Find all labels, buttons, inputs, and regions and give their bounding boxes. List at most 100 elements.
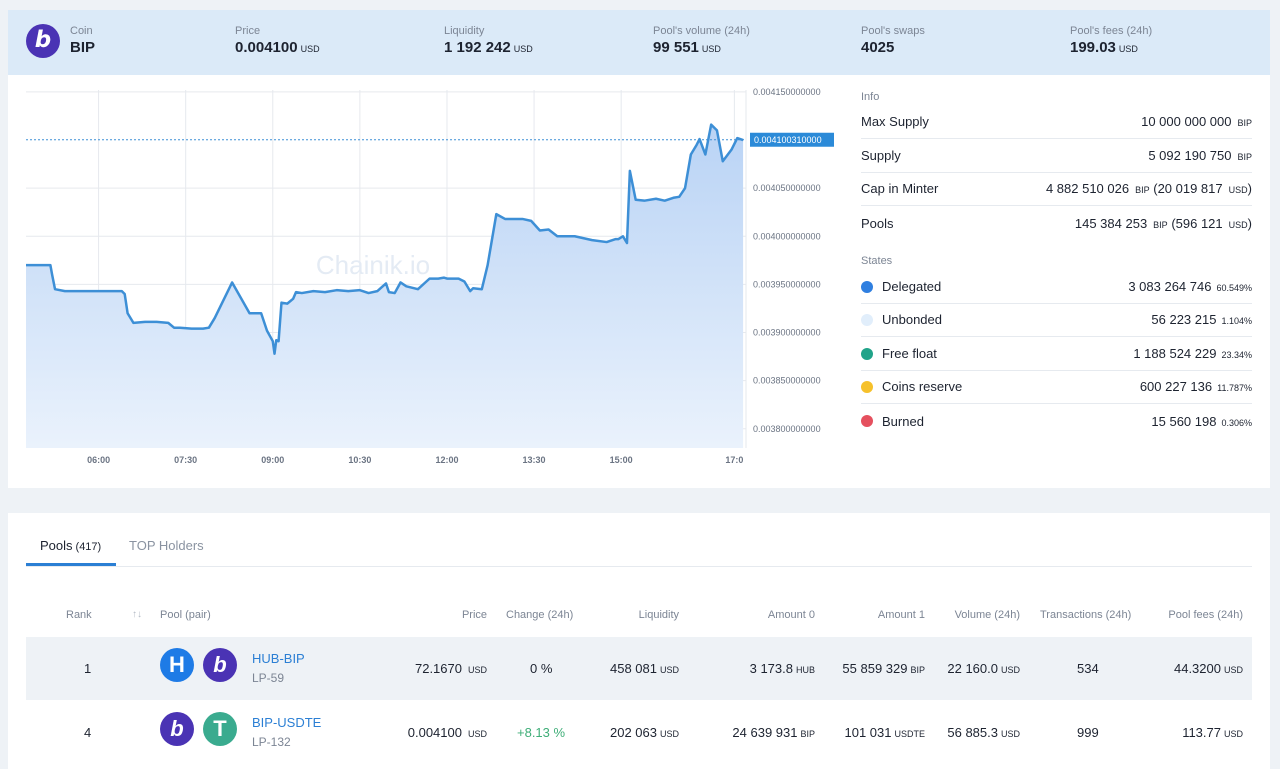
- row-price: 0.004100 USD: [407, 725, 487, 740]
- pool-pair-link[interactable]: HUB-BIP: [252, 651, 305, 666]
- row-rank: 1: [84, 661, 92, 676]
- bip-token-icon: b: [160, 712, 194, 746]
- usdte-token-icon: T: [203, 712, 237, 746]
- fees-value: 199.03 USD: [1070, 39, 1138, 56]
- bip-token-icon: b: [203, 648, 237, 682]
- price-chart-svg[interactable]: Chainik.io 0.004150000000 0.004050000000 0.…: [8, 75, 848, 475]
- swaps-stat: Pool's swaps 4025: [861, 25, 925, 56]
- hub-token-icon: H: [160, 648, 194, 682]
- row-pool-fees: 113.77 USD: [1182, 725, 1243, 740]
- x-tick-label: 17:0: [725, 455, 743, 465]
- info-row-pools: Pools 145 384 253 BIP (596 121 USD): [861, 206, 1252, 240]
- row-amount0: 24 639 931 BIP: [732, 725, 815, 740]
- col-header-volume[interactable]: Volume (24h): [954, 609, 1020, 621]
- info-row-value: 5 092 190 750 BIP: [1148, 148, 1252, 163]
- info-title: Info: [861, 91, 880, 103]
- col-header-change[interactable]: Change (24h): [506, 609, 574, 621]
- swaps-label: Pool's swaps: [861, 25, 925, 37]
- x-tick-label: 06:00: [87, 455, 110, 465]
- delegated-color-dot: [861, 280, 873, 293]
- col-header-pool[interactable]: Pool (pair): [160, 609, 211, 621]
- pool-pair-link[interactable]: BIP-USDTE: [252, 715, 322, 730]
- col-header-pool-fees[interactable]: Pool fees (24h): [1168, 609, 1243, 621]
- state-value: 56 223 215 1.104%: [1151, 312, 1252, 327]
- info-row-supply: Supply 5 092 190 750 BIP: [861, 139, 1252, 173]
- x-tick-label: 09:00: [261, 455, 284, 465]
- tab-top-holders[interactable]: TOP Holders: [129, 538, 204, 553]
- info-row-value: 4 882 510 026 BIP (20 019 817 USD): [1045, 181, 1252, 196]
- row-price: 72.1670 USD: [414, 661, 487, 676]
- table-row[interactable]: 4 b T BIP-USDTE LP-132 0.004100 USD +8.13…: [26, 701, 1252, 764]
- coin-summary-bar: b Coin BIP Price 0.004100 USD Liquidity 1…: [8, 10, 1270, 75]
- state-row-unbonded: Unbonded 56 223 215 1.104%: [861, 303, 1252, 337]
- col-header-amount1[interactable]: Amount 1: [877, 609, 925, 621]
- sort-arrows-icon[interactable]: ↑↓: [132, 609, 142, 620]
- info-row-cap-in-minter: Cap in Minter 4 882 510 026 BIP (20 019 8…: [861, 172, 1252, 206]
- state-value: 1 188 524 229 23.34%: [1133, 346, 1252, 361]
- row-liquidity: 458 081 USD: [609, 661, 679, 676]
- info-row-label: Pools: [861, 215, 894, 231]
- col-header-transactions[interactable]: Transactions (24h): [1040, 609, 1132, 621]
- price-stat: Price 0.004100 USD: [235, 25, 320, 56]
- state-label: Free float: [882, 346, 937, 361]
- pool-lp-id: LP-59: [252, 671, 285, 685]
- row-change: +8.13 %: [517, 725, 566, 740]
- x-tick-label: 13:30: [523, 455, 546, 465]
- row-amount1: 101 031 USDTE: [844, 725, 925, 740]
- state-label: Delegated: [882, 279, 942, 294]
- x-tick-label: 12:00: [435, 455, 458, 465]
- info-row-value: 10 000 000 000 BIP: [1141, 114, 1252, 129]
- volume-stat: Pool's volume (24h) 99 551 USD: [653, 25, 750, 56]
- y-tick-label: 0.003900000000: [753, 328, 821, 338]
- price-series-line: [26, 123, 744, 355]
- fees-stat: Pool's fees (24h) 199.03 USD: [1070, 25, 1152, 56]
- state-value: 3 083 264 746 60.549%: [1128, 279, 1252, 294]
- y-tick-label: 0.004050000000: [753, 183, 821, 193]
- state-value: 15 560 198 0.306%: [1151, 413, 1252, 429]
- state-row-burned: Burned 15 560 198 0.306%: [861, 404, 1252, 438]
- swaps-value: 4025: [861, 39, 895, 56]
- x-tick-label: 10:30: [348, 455, 371, 465]
- free-float-color-dot: [861, 347, 873, 360]
- y-tick-label: 0.003950000000: [753, 279, 821, 289]
- state-label: Unbonded: [882, 312, 942, 327]
- chart-watermark: Chainik.io: [316, 250, 430, 280]
- liquidity-stat: Liquidity 1 192 242 USD: [444, 25, 533, 56]
- current-price-label: 0.004100310000: [754, 135, 822, 145]
- bip-coin-logo-icon: b: [26, 24, 60, 58]
- volume-value: 99 551 USD: [653, 39, 721, 56]
- coin-stat: Coin BIP: [70, 25, 95, 56]
- table-row[interactable]: 1 H b HUB-BIP LP-59 72.1670 USD 0 % 458 0…: [26, 637, 1252, 700]
- row-amount1: 55 859 329 BIP: [842, 661, 925, 676]
- col-header-rank[interactable]: Rank: [66, 609, 92, 621]
- info-row-label: Supply: [861, 148, 901, 163]
- burned-color-dot: [861, 415, 873, 427]
- col-header-amount0[interactable]: Amount 0: [767, 609, 815, 621]
- row-amount0: 3 173.8 HUB: [749, 661, 815, 676]
- info-row-label: Cap in Minter: [861, 181, 939, 196]
- state-label: Burned: [882, 413, 924, 429]
- y-tick-label: 0.004000000000: [753, 231, 821, 241]
- fees-label: Pool's fees (24h): [1070, 25, 1153, 37]
- info-row-max-supply: Max Supply 10 000 000 000 BIP: [861, 105, 1252, 139]
- col-header-liquidity[interactable]: Liquidity: [638, 609, 679, 621]
- current-price-badge: [750, 132, 834, 147]
- state-value: 600 227 136 11.787%: [1139, 379, 1252, 394]
- y-tick-label: 0.004150000000: [753, 87, 821, 97]
- price-label: Price: [235, 25, 261, 37]
- row-transactions: 534: [1077, 661, 1099, 676]
- liquidity-value: 1 192 242 USD: [444, 39, 533, 56]
- unbonded-color-dot: [861, 313, 873, 326]
- x-tick-label: 07:30: [174, 455, 197, 465]
- overview-card: Chainik.io 0.004150000000 0.004050000000 0.…: [8, 75, 1270, 488]
- row-volume: 22 160.0 USD: [947, 661, 1020, 676]
- row-transactions: 999: [1077, 725, 1099, 740]
- tab-pools[interactable]: Pools (417): [40, 538, 102, 553]
- state-row-delegated: Delegated 3 083 264 746 60.549%: [861, 270, 1252, 304]
- price-chart[interactable]: Chainik.io 0.004150000000 0.004050000000 0.…: [8, 75, 848, 475]
- volume-label: Pool's volume (24h): [653, 25, 750, 37]
- info-row-value: 145 384 253 BIP (596 121 USD): [1074, 215, 1252, 231]
- pools-card: Pools (417) TOP Holders Rank ↑↓ Pool (pai…: [8, 513, 1270, 769]
- col-header-price[interactable]: Price: [461, 609, 487, 621]
- row-change: 0 %: [530, 661, 553, 676]
